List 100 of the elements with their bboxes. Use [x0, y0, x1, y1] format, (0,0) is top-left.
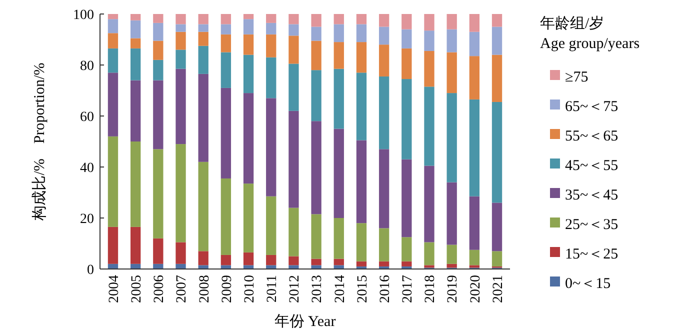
- legend-label: 25~＜35: [565, 216, 618, 233]
- bar: [446, 14, 457, 30]
- bar: [108, 72, 118, 136]
- bar: [402, 261, 412, 266]
- bar: [266, 254, 276, 266]
- bar: [311, 265, 322, 269]
- bar: [378, 44, 390, 76]
- bar: [424, 14, 434, 31]
- bar: [334, 218, 344, 259]
- x-tick-label: 2020: [468, 275, 484, 303]
- x-tick-label: 2019: [446, 275, 461, 303]
- x-tick-label: 2007: [174, 275, 190, 303]
- legend-label: 15~＜25: [565, 246, 618, 262]
- bar: [176, 242, 186, 264]
- bar: [446, 29, 457, 52]
- bar: [288, 265, 299, 269]
- bar: [220, 34, 232, 52]
- bar: [220, 265, 232, 269]
- bar: [492, 26, 502, 55]
- bar: [198, 265, 208, 269]
- bar: [266, 34, 276, 58]
- x-tick-label: 2017: [400, 275, 416, 303]
- y-tick-label: 100: [73, 8, 94, 23]
- bar: [424, 166, 434, 242]
- bar: [288, 64, 299, 111]
- bar: [130, 142, 141, 227]
- bar: [492, 251, 502, 266]
- y-tick-label: 40: [80, 160, 94, 176]
- bar: [176, 264, 186, 269]
- bar: [288, 110, 299, 208]
- bar: [356, 261, 367, 266]
- y-tick-label: 20: [80, 212, 94, 227]
- bar: [153, 264, 164, 269]
- bar: [243, 14, 254, 20]
- bar: [130, 48, 141, 80]
- bar: [176, 24, 186, 32]
- bar: [288, 256, 299, 266]
- bar: [378, 261, 390, 266]
- bar: [220, 52, 232, 88]
- bar: [311, 214, 322, 259]
- bar: [220, 24, 232, 34]
- bar: [108, 136, 118, 227]
- bar: [402, 48, 412, 80]
- legend-title: 年龄组/岁 Age group/years: [540, 15, 640, 52]
- bar: [130, 14, 141, 20]
- bar: [334, 258, 344, 266]
- bar: [198, 14, 208, 24]
- bar: [402, 79, 412, 160]
- bar: [492, 14, 502, 27]
- x-tick-label: 2009: [220, 275, 235, 303]
- bar: [198, 162, 208, 252]
- bar: [356, 14, 367, 24]
- bar: [378, 228, 390, 262]
- bar: [243, 184, 254, 252]
- bar: [446, 52, 457, 94]
- legend-label: 45~＜55: [565, 158, 618, 174]
- bar: [424, 86, 434, 166]
- bar: [108, 48, 118, 73]
- bar: [446, 182, 457, 245]
- bar: [243, 265, 254, 269]
- bar: [266, 265, 276, 269]
- bar: [334, 128, 344, 218]
- bar: [469, 99, 480, 196]
- bar: [469, 265, 480, 268]
- bar: [424, 50, 434, 87]
- x-tick-label: 2011: [265, 275, 280, 302]
- bar: [243, 54, 254, 94]
- bar: [469, 56, 480, 100]
- y-tick-label: 0: [87, 262, 94, 278]
- bar: [266, 57, 276, 98]
- bar: [198, 46, 208, 74]
- bar: [402, 29, 412, 48]
- bar: [334, 14, 344, 24]
- bar: [311, 26, 322, 41]
- legend-label: 35~＜45: [565, 187, 618, 204]
- x-tick-label: 2014: [332, 275, 348, 303]
- bar: [446, 264, 457, 268]
- x-tick-label: 2006: [152, 275, 168, 303]
- bar: [243, 34, 254, 55]
- y-axis-title: 构成比/% Proportion/%: [31, 62, 48, 222]
- bar: [176, 68, 186, 144]
- bar: [492, 202, 502, 252]
- bar: [220, 14, 232, 24]
- bar: [243, 252, 254, 266]
- bar: [288, 14, 299, 24]
- bar: [198, 251, 208, 266]
- legend-label: 55~＜65: [565, 128, 618, 144]
- bar: [492, 102, 502, 203]
- bar: [469, 32, 480, 56]
- bar: [402, 237, 412, 262]
- x-tick-label: 2012: [288, 275, 303, 303]
- legend-label: 0~＜15: [565, 276, 611, 292]
- bar: [176, 50, 186, 69]
- bar: [266, 196, 276, 255]
- bar: [334, 42, 344, 69]
- bar: [266, 14, 276, 23]
- bar: [402, 159, 412, 238]
- legend-label: 65~＜75: [565, 98, 618, 115]
- bar: [220, 178, 232, 255]
- bar: [176, 32, 186, 50]
